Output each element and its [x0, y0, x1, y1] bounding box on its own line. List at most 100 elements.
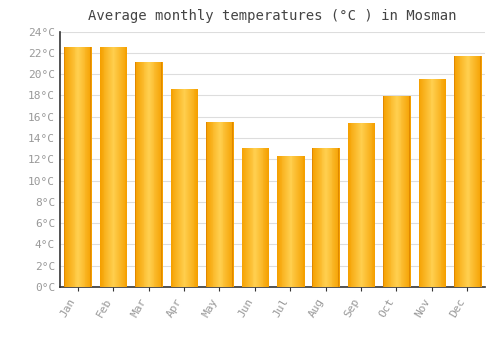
Bar — [383, 97, 384, 287]
Bar — [220, 122, 221, 287]
Bar — [232, 122, 233, 287]
Bar — [91, 48, 92, 287]
Bar — [109, 48, 110, 287]
Bar — [84, 48, 86, 287]
Bar — [316, 148, 317, 287]
Bar — [282, 156, 284, 287]
Bar — [71, 48, 72, 287]
Bar — [140, 62, 141, 287]
Bar — [440, 79, 442, 287]
Bar — [364, 123, 366, 287]
Bar — [362, 123, 364, 287]
Bar — [339, 148, 340, 287]
Bar — [284, 156, 286, 287]
Bar — [328, 148, 329, 287]
Bar — [326, 148, 327, 287]
Bar — [260, 148, 261, 287]
Bar — [406, 97, 407, 287]
Bar — [196, 89, 197, 287]
Bar — [252, 148, 254, 287]
Bar — [456, 56, 457, 287]
Bar — [329, 148, 330, 287]
Bar — [161, 62, 162, 287]
Bar — [144, 62, 146, 287]
Bar — [388, 97, 389, 287]
Bar — [387, 97, 388, 287]
Bar — [76, 48, 78, 287]
Bar — [100, 48, 101, 287]
Bar — [462, 56, 464, 287]
Bar — [438, 79, 440, 287]
Bar — [250, 148, 252, 287]
Bar — [320, 148, 322, 287]
Bar — [216, 122, 217, 287]
Bar — [172, 89, 174, 287]
Bar — [398, 97, 400, 287]
Bar — [302, 156, 304, 287]
Bar — [354, 123, 355, 287]
Bar — [442, 79, 444, 287]
Bar — [410, 97, 411, 287]
Bar — [418, 79, 419, 287]
Bar — [180, 89, 181, 287]
Bar — [162, 62, 163, 287]
Bar — [248, 148, 249, 287]
Bar — [404, 97, 406, 287]
Bar — [334, 148, 336, 287]
Bar — [188, 89, 189, 287]
Bar — [102, 48, 104, 287]
Bar — [366, 123, 367, 287]
Bar — [474, 56, 475, 287]
Bar — [480, 56, 482, 287]
Bar — [218, 122, 219, 287]
Bar — [278, 156, 279, 287]
Bar — [232, 122, 234, 287]
Bar — [434, 79, 435, 287]
Bar — [350, 123, 352, 287]
Bar — [208, 122, 209, 287]
Bar — [111, 48, 112, 287]
Bar — [465, 56, 466, 287]
Bar — [82, 48, 84, 287]
Bar — [192, 89, 193, 287]
Bar — [110, 48, 111, 287]
Bar — [358, 123, 359, 287]
Bar — [360, 123, 362, 287]
Bar — [90, 48, 91, 287]
Bar — [124, 48, 126, 287]
Bar — [368, 123, 369, 287]
Bar — [228, 122, 229, 287]
Bar — [409, 97, 410, 287]
Bar — [475, 56, 476, 287]
Bar — [190, 89, 191, 287]
Bar — [315, 148, 316, 287]
Bar — [314, 148, 315, 287]
Bar — [229, 122, 230, 287]
Bar — [472, 56, 474, 287]
Bar — [445, 79, 446, 287]
Bar — [156, 62, 158, 287]
Bar — [219, 122, 220, 287]
Bar — [436, 79, 437, 287]
Bar — [189, 89, 190, 287]
Bar — [385, 97, 386, 287]
Bar — [149, 62, 150, 287]
Bar — [330, 148, 332, 287]
Bar — [120, 48, 121, 287]
Bar — [90, 48, 91, 287]
Bar — [106, 48, 108, 287]
Bar — [154, 62, 156, 287]
Bar — [430, 79, 432, 287]
Bar — [428, 79, 430, 287]
Bar — [336, 148, 337, 287]
Bar — [297, 156, 298, 287]
Bar — [277, 156, 278, 287]
Bar — [318, 148, 319, 287]
Bar — [64, 48, 66, 287]
Bar — [217, 122, 218, 287]
Bar — [246, 148, 247, 287]
Bar — [186, 89, 188, 287]
Bar — [209, 122, 210, 287]
Bar — [468, 56, 469, 287]
Bar — [177, 89, 178, 287]
